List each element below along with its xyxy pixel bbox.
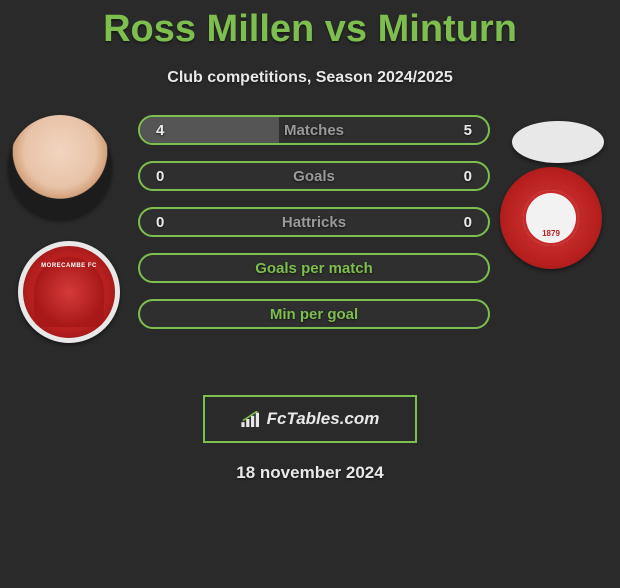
stat-label: Goals — [140, 168, 488, 185]
subtitle: Club competitions, Season 2024/2025 — [0, 69, 620, 87]
crest-right-year: 1879 — [523, 229, 579, 238]
comparison-panel: MORECAMBE FC 1879 45Matches 00Goals 00Hatt… — [0, 115, 620, 375]
player-left-crest: MORECAMBE FC — [18, 241, 120, 343]
chart-icon — [241, 411, 261, 427]
player-right-avatar — [512, 121, 604, 163]
footer-logo[interactable]: FcTables.com — [203, 395, 417, 443]
stat-label: Goals per match — [140, 260, 488, 277]
crest-left-text: MORECAMBE FC — [34, 263, 104, 269]
stat-label: Hattricks — [140, 214, 488, 231]
stat-row: 00Goals — [138, 161, 490, 191]
footer-date: 18 november 2024 — [0, 463, 620, 483]
stat-row: Goals per match — [138, 253, 490, 283]
stat-row: 00Hattricks — [138, 207, 490, 237]
stat-row: 45Matches — [138, 115, 490, 145]
player-right-crest: 1879 — [500, 167, 602, 269]
crest-left-shield: MORECAMBE FC — [34, 257, 104, 327]
stat-label: Matches — [140, 122, 488, 139]
page-title: Ross Millen vs Minturn — [0, 8, 620, 51]
footer-logo-text: FcTables.com — [267, 409, 380, 429]
player-left-avatar — [8, 115, 112, 219]
stat-row: Min per goal — [138, 299, 490, 329]
crest-right-inner: 1879 — [523, 190, 579, 246]
stat-label: Min per goal — [140, 306, 488, 323]
stat-rows: 45Matches 00Goals 00Hattricks Goals per mat… — [138, 115, 490, 345]
